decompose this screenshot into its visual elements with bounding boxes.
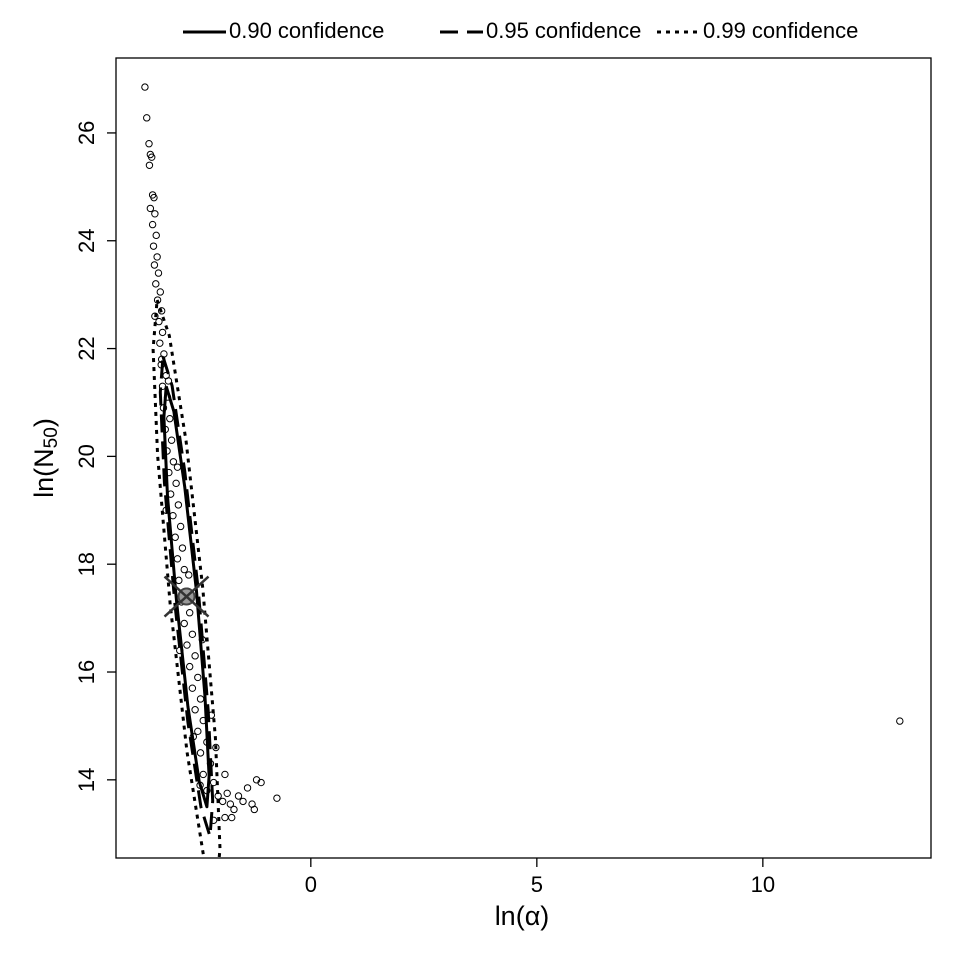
sample-point [243, 784, 252, 792]
sample-point [221, 770, 229, 779]
sample-point [145, 140, 153, 148]
legend-label: 0.99 confidence [703, 18, 858, 43]
sample-point [167, 436, 176, 444]
x-tick-label: 0 [305, 872, 317, 897]
sample-point [153, 253, 161, 261]
point-estimate-cross [163, 575, 210, 618]
sample-point [226, 800, 235, 808]
sample-point [191, 652, 199, 660]
plot-frame [115, 57, 932, 859]
sample-point [196, 749, 205, 757]
sample-point [896, 717, 904, 725]
sample-point [250, 805, 259, 814]
sample-point [169, 458, 178, 466]
sample-point [150, 261, 159, 269]
sample-point [273, 794, 281, 802]
sample-point [141, 83, 149, 91]
sample-point [156, 288, 164, 296]
sample-point [145, 161, 154, 169]
sample-point [188, 684, 197, 692]
x-axis-label: ln(α) [495, 901, 550, 931]
sample-point [148, 220, 157, 229]
sample-point [234, 792, 243, 800]
sample-point [228, 813, 236, 822]
sample-point [185, 662, 194, 671]
y-tick-label: 22 [74, 336, 99, 360]
x-tick-label: 10 [751, 872, 775, 897]
sample-point [171, 533, 179, 541]
sample-point [185, 571, 193, 579]
y-tick-label: 18 [74, 552, 99, 576]
sample-point [174, 501, 183, 509]
confidence-ellipse [158, 356, 215, 838]
sample-point [194, 727, 202, 736]
sample-point [152, 231, 160, 240]
y-axis-label-sub: 50 [41, 427, 62, 448]
sample-point [148, 153, 156, 161]
y-axis-label: ln(N50) [29, 418, 62, 498]
sample-point [180, 565, 188, 574]
sample-point [178, 544, 187, 552]
y-axis-label-main: ln(N [29, 448, 59, 498]
y-axis-label-end: ) [29, 418, 59, 427]
sample-point [173, 463, 182, 471]
sample-point [188, 630, 197, 638]
plot-area [141, 83, 904, 858]
sample-point [212, 743, 220, 752]
sample-point [191, 706, 199, 714]
sample-point [175, 576, 183, 585]
sample-point [164, 377, 173, 385]
sample-point [221, 813, 229, 822]
y-tick-label: 24 [74, 229, 99, 253]
y-tick-label: 26 [74, 121, 99, 145]
sample-point [151, 312, 159, 320]
sample-point [155, 317, 163, 326]
sample-point [146, 204, 155, 213]
sample-point [180, 619, 188, 628]
y-tick-label: 16 [74, 660, 99, 684]
sample-point [223, 789, 231, 798]
sample-point [257, 778, 265, 787]
sample-point [157, 307, 166, 315]
sample-point [239, 797, 247, 806]
sample-point [183, 641, 191, 649]
sample-point [156, 339, 164, 347]
legend-label: 0.95 confidence [486, 18, 641, 43]
sample-point [173, 555, 182, 563]
sample-point [150, 193, 158, 202]
sample-point [218, 797, 227, 806]
sample-point [172, 479, 180, 488]
sample-point [158, 328, 167, 337]
sample-point [149, 242, 158, 250]
y-tick-label: 14 [74, 768, 99, 792]
sample-point [176, 522, 185, 531]
sample-point [143, 114, 151, 122]
sample-point [230, 805, 238, 814]
confidence-ellipse [162, 385, 211, 809]
sample-point [196, 695, 205, 703]
y-tick-label: 20 [74, 444, 99, 468]
sample-point [166, 414, 174, 423]
legend-label: 0.90 confidence [229, 18, 384, 43]
sample-point [154, 269, 163, 277]
sample-point [185, 609, 194, 617]
x-tick-label: 5 [531, 872, 543, 897]
sample-point [199, 770, 207, 779]
sample-point [194, 673, 202, 682]
sample-point [152, 280, 160, 288]
sample-point [151, 210, 159, 218]
confidence-ellipse [151, 299, 222, 858]
